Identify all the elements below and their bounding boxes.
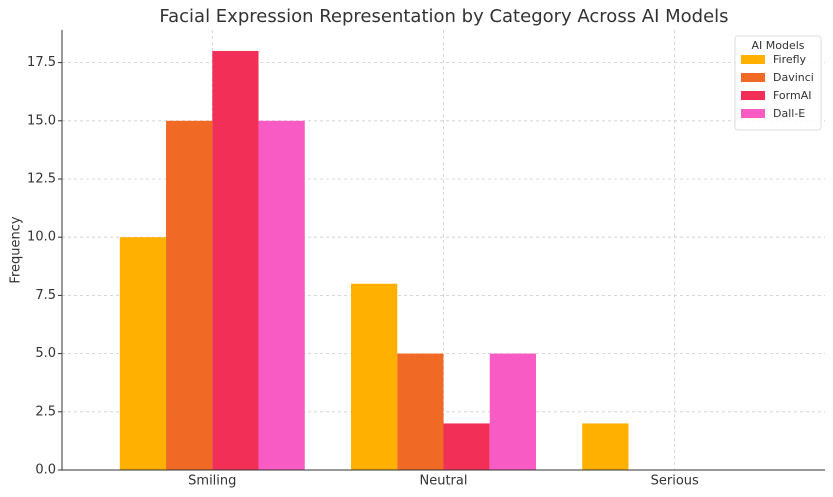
- legend-swatch: [741, 73, 765, 82]
- legend-swatch: [741, 109, 765, 118]
- x-tick-label: Neutral: [420, 474, 468, 489]
- y-tick-label: 10.0: [27, 230, 56, 245]
- bar: [443, 423, 490, 470]
- x-tick-label: Smiling: [188, 474, 236, 489]
- bar: [212, 50, 259, 470]
- bar: [489, 353, 536, 470]
- bar: [258, 120, 305, 471]
- y-axis-label: Frequency: [9, 216, 24, 283]
- y-tick-label: 15.0: [27, 113, 56, 128]
- bar: [397, 353, 444, 470]
- y-tick-label: 2.5: [35, 404, 56, 419]
- legend-swatch: [741, 91, 765, 100]
- x-tick-label: Serious: [651, 474, 699, 489]
- legend-label: Davinci: [773, 71, 814, 84]
- bar: [351, 283, 398, 470]
- bar: [119, 237, 167, 470]
- y-tick-label: 17.5: [27, 55, 56, 70]
- y-tick-label: 5.0: [35, 346, 56, 361]
- chart-title: Facial Expression Representation by Cate…: [159, 6, 728, 27]
- legend-title: AI Models: [751, 39, 804, 52]
- legend-label: Firefly: [773, 53, 807, 66]
- legend-label: Dall-E: [773, 107, 805, 120]
- legend-swatch: [741, 55, 765, 64]
- bar: [166, 120, 213, 471]
- bar: [582, 423, 629, 470]
- y-tick-label: 0.0: [35, 463, 56, 478]
- y-tick-label: 12.5: [27, 171, 56, 186]
- y-tick-label: 7.5: [35, 288, 56, 303]
- legend-label: FormAI: [773, 89, 811, 102]
